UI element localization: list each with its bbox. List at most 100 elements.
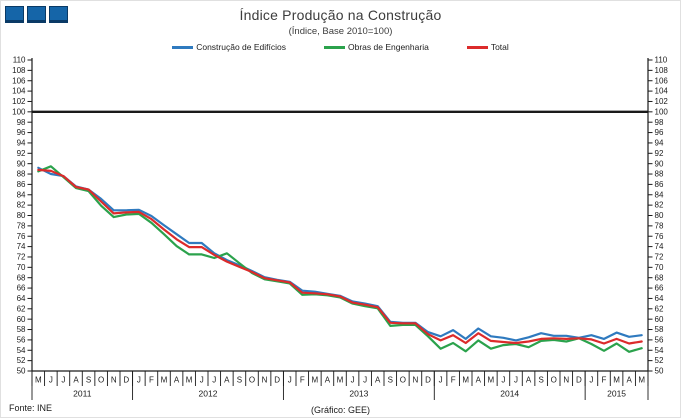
y-tick-label-left: 70 [17,263,26,272]
y-tick-label-right: 104 [655,87,669,96]
month-label: F [602,376,607,385]
legend-label: Total [490,42,509,52]
month-label: F [149,376,154,385]
y-tick-label-left: 110 [13,56,26,65]
month-label: A [526,376,532,385]
y-tick-label-left: 108 [12,66,26,75]
legend-line-swatch [172,45,194,49]
month-label: M [35,376,42,385]
month-label: O [400,376,406,385]
y-tick-label-left: 58 [17,325,26,334]
year-label: 2013 [349,389,368,399]
y-tick-label-right: 76 [655,232,664,241]
y-tick-label-right: 86 [655,180,664,189]
legend-line-swatch [466,45,488,49]
y-tick-label-right: 60 [655,315,664,324]
y-tick-label-left: 82 [17,201,26,210]
month-label: J [212,376,216,385]
y-tick-label-left: 84 [17,190,26,199]
y-tick-label-right: 66 [655,284,664,293]
month-label: A [325,376,331,385]
month-label: A [224,376,230,385]
y-tick-label-right: 82 [655,201,664,210]
month-label: A [375,376,381,385]
month-label: M [613,376,620,385]
month-label: A [73,376,79,385]
legend-label: Obras de Engenharia [348,42,429,52]
logo-squares [5,6,68,23]
y-tick-label-right: 56 [655,336,664,345]
month-label: F [300,376,305,385]
y-tick-label-right: 72 [655,253,664,262]
y-tick-label-left: 92 [17,149,26,158]
y-tick-label-left: 76 [17,232,26,241]
month-label: O [551,376,557,385]
y-tick-label-right: 94 [655,139,664,148]
month-label: J [137,376,141,385]
month-label: M [488,376,495,385]
y-tick-label-left: 102 [12,97,26,106]
y-tick-label-right: 96 [655,128,664,137]
y-tick-label-right: 108 [655,66,669,75]
month-label: A [174,376,180,385]
month-label: S [538,376,543,385]
month-label: M [638,376,645,385]
legend-item-obras-de-engenharia: Obras de Engenharia [324,42,429,52]
y-tick-label-left: 72 [17,253,26,262]
chart-subtitle: (Índice, Base 2010=100) [288,26,393,37]
y-tick-label-right: 54 [655,346,664,355]
y-tick-label-right: 68 [655,273,664,282]
month-label: J [501,376,505,385]
y-tick-label-left: 68 [17,273,26,282]
y-tick-label-right: 62 [655,304,664,313]
legend-item-construcao-de-edificios: Construção de Edifícios [172,42,286,52]
y-tick-label-left: 100 [12,107,26,116]
y-tick-label-right: 90 [655,159,664,168]
y-tick-label-left: 104 [12,87,26,96]
month-label: O [98,376,104,385]
month-label: S [86,376,91,385]
y-tick-label-left: 96 [17,128,26,137]
month-label: D [576,376,582,385]
y-tick-label-left: 94 [17,139,26,148]
y-tick-label-left: 74 [17,242,26,251]
y-tick-label-right: 58 [655,325,664,334]
y-tick-label-left: 62 [17,304,26,313]
y-tick-label-right: 88 [655,170,664,179]
y-tick-label-left: 88 [17,170,26,179]
chart-title: Índice Produção na Construção [239,7,442,23]
y-tick-label-right: 98 [655,118,664,127]
month-label: A [476,376,482,385]
y-tick-label-left: 64 [17,294,26,303]
logo-square [5,6,24,23]
y-tick-label-left: 50 [17,367,26,376]
month-label: O [249,376,255,385]
month-label: N [111,376,117,385]
y-tick-label-left: 52 [17,356,26,365]
month-label: S [388,376,393,385]
y-tick-label-right: 100 [655,107,669,116]
series-line-total [37,168,643,345]
month-label: A [626,376,632,385]
credit-note: (Gráfico: GEE) [310,405,370,415]
y-tick-label-right: 50 [655,367,664,376]
month-label: J [351,376,355,385]
month-label: S [237,376,242,385]
y-tick-label-right: 70 [655,263,664,272]
y-tick-label-left: 90 [17,159,26,168]
year-label: 2014 [500,389,519,399]
month-label: M [462,376,469,385]
month-label: J [200,376,204,385]
y-tick-label-right: 74 [655,242,664,251]
y-tick-label-right: 106 [655,76,669,85]
year-label: 2015 [607,389,626,399]
y-tick-label-right: 102 [655,97,669,106]
month-label: D [123,376,129,385]
month-label: J [288,376,292,385]
month-label: N [413,376,419,385]
y-tick-label-right: 78 [655,221,664,230]
series-line-obras-de-engenharia [37,165,643,353]
year-label: 2012 [199,389,218,399]
legend-label: Construção de Edifícios [196,42,286,52]
